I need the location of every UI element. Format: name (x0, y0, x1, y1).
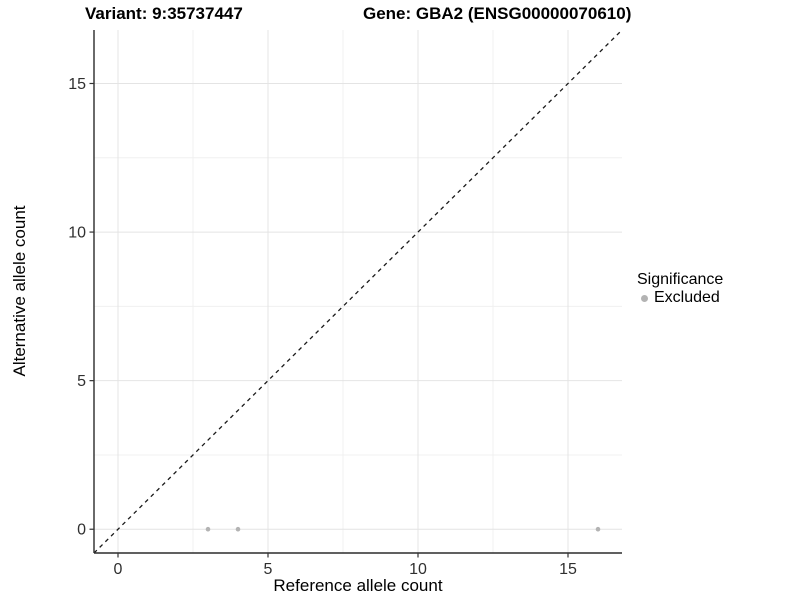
data-point (595, 526, 601, 532)
x-tick-label: 5 (264, 561, 273, 578)
legend: Significance Excluded (637, 271, 723, 307)
y-tick-label: 5 (77, 373, 86, 390)
plot-title-variant: Variant: 9:35737447 (85, 4, 243, 23)
data-point (235, 526, 241, 532)
y-tick-label: 15 (68, 76, 86, 93)
y-axis-title: Alternative allele count (10, 205, 29, 377)
legend-entry-label: Excluded (654, 289, 720, 306)
legend-marker-circle-icon (641, 294, 648, 302)
x-tick-label: 15 (559, 561, 577, 578)
y-tick-label: 0 (77, 522, 86, 539)
legend-title: Significance (637, 271, 724, 288)
x-tick-label: 10 (409, 561, 427, 578)
plot-title-gene: Gene: GBA2 (ENSG00000070610) (363, 4, 632, 23)
y-tick-label: 10 (68, 225, 86, 242)
identity-reference-line (93, 29, 623, 554)
x-tick-label: 0 (114, 561, 123, 578)
legend-entry-excluded: Excluded (641, 289, 723, 307)
data-point (205, 526, 211, 532)
x-axis-title: Reference allele count (273, 576, 443, 595)
